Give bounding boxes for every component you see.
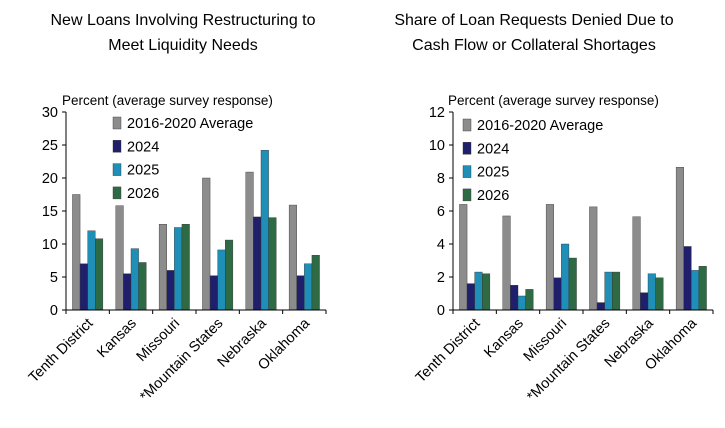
legend-swatch xyxy=(112,116,122,130)
bar xyxy=(604,271,613,311)
x-tick-label: *Mountain States xyxy=(524,316,613,405)
legend-label: 2016-2020 Average xyxy=(127,116,253,132)
bar xyxy=(245,171,254,311)
y-tick-label: 8 xyxy=(437,171,445,187)
bar xyxy=(311,255,320,311)
bar xyxy=(596,302,605,311)
y-tick-label: 0 xyxy=(50,303,58,319)
bar xyxy=(632,216,641,311)
bar xyxy=(466,283,475,311)
bar xyxy=(675,167,684,311)
y-tick-label: 10 xyxy=(429,138,445,154)
y-tick-label: 15 xyxy=(42,204,58,220)
bar xyxy=(79,263,88,311)
bar xyxy=(138,262,147,311)
bar xyxy=(502,215,511,311)
legend-swatch xyxy=(112,186,122,200)
bar xyxy=(166,270,175,311)
bar xyxy=(253,216,262,311)
bar xyxy=(525,289,534,311)
y-tick-label: 30 xyxy=(42,105,58,121)
legend-label: 2024 xyxy=(477,141,509,157)
bar xyxy=(553,277,562,311)
bar xyxy=(698,266,707,311)
y-tick-label: 2 xyxy=(437,270,445,286)
bar xyxy=(288,204,297,311)
bar xyxy=(158,223,167,311)
bar xyxy=(568,257,577,311)
bar xyxy=(217,249,226,311)
bar xyxy=(459,204,468,311)
chart-2: Share of Loan Requests Denied Due to Cash… xyxy=(394,12,714,405)
bar xyxy=(545,204,554,311)
legend-swatch xyxy=(462,118,472,132)
legend-label: 2024 xyxy=(127,139,159,155)
bar xyxy=(683,246,692,311)
legend-swatch xyxy=(462,165,472,178)
x-tick-label: Tenth District xyxy=(413,316,484,387)
chart-1: New Loans Involving Restructuring to Meet… xyxy=(26,12,327,405)
y-tick-label: 10 xyxy=(42,237,58,253)
bar xyxy=(209,275,218,311)
legend-swatch xyxy=(462,142,472,155)
bar xyxy=(510,285,519,311)
y-axis-label: Percent (average survey response) xyxy=(62,93,273,108)
bar xyxy=(268,217,277,311)
bar xyxy=(174,227,183,311)
x-tick-label: Tenth District xyxy=(26,316,97,387)
chart-title-line: Meet Liquidity Needs xyxy=(108,37,257,54)
legend: 2016-2020 Average 2024 2025 2026 xyxy=(462,118,603,204)
bar xyxy=(640,292,649,311)
bar xyxy=(474,271,483,311)
bar xyxy=(691,270,700,311)
legend-swatch xyxy=(112,163,122,176)
y-tick-label: 20 xyxy=(42,171,58,187)
legend-swatch xyxy=(462,188,472,202)
y-tick-label: 12 xyxy=(429,105,445,121)
y-tick-label: 0 xyxy=(437,303,445,319)
bar xyxy=(130,248,139,311)
legend-label: 2026 xyxy=(127,186,159,202)
bar xyxy=(260,150,269,311)
bar xyxy=(72,194,81,311)
y-tick-label: 5 xyxy=(50,270,58,286)
bar xyxy=(123,273,132,311)
legend-label: 2025 xyxy=(127,163,159,179)
legend-label: 2025 xyxy=(477,165,509,181)
y-tick-label: 4 xyxy=(437,237,445,253)
bar xyxy=(225,239,234,311)
bar xyxy=(561,243,570,311)
bar xyxy=(647,273,656,311)
bar xyxy=(115,205,124,311)
bar xyxy=(517,295,526,311)
bar xyxy=(304,263,313,311)
chart-title-line: Cash Flow or Collateral Shortages xyxy=(412,37,656,54)
bar xyxy=(482,273,491,311)
legend-swatch xyxy=(112,140,122,153)
bar xyxy=(95,238,104,311)
chart-title-line: New Loans Involving Restructuring to xyxy=(50,12,315,29)
x-tick-label: *Mountain States xyxy=(137,316,226,405)
bar xyxy=(612,271,621,311)
bar xyxy=(202,177,211,311)
bar xyxy=(87,230,96,311)
chart-title-line: Share of Loan Requests Denied Due to xyxy=(394,12,673,29)
legend: 2016-2020 Average 2024 2025 2026 xyxy=(112,116,253,202)
bar xyxy=(296,275,305,311)
y-tick-label: 6 xyxy=(437,204,445,220)
legend-label: 2026 xyxy=(477,188,509,204)
y-tick-label: 25 xyxy=(42,138,58,154)
bar xyxy=(181,223,190,311)
y-axis-label: Percent (average survey response) xyxy=(448,93,659,108)
bar xyxy=(655,277,664,311)
legend-label: 2016-2020 Average xyxy=(477,118,603,134)
bar xyxy=(589,206,598,311)
